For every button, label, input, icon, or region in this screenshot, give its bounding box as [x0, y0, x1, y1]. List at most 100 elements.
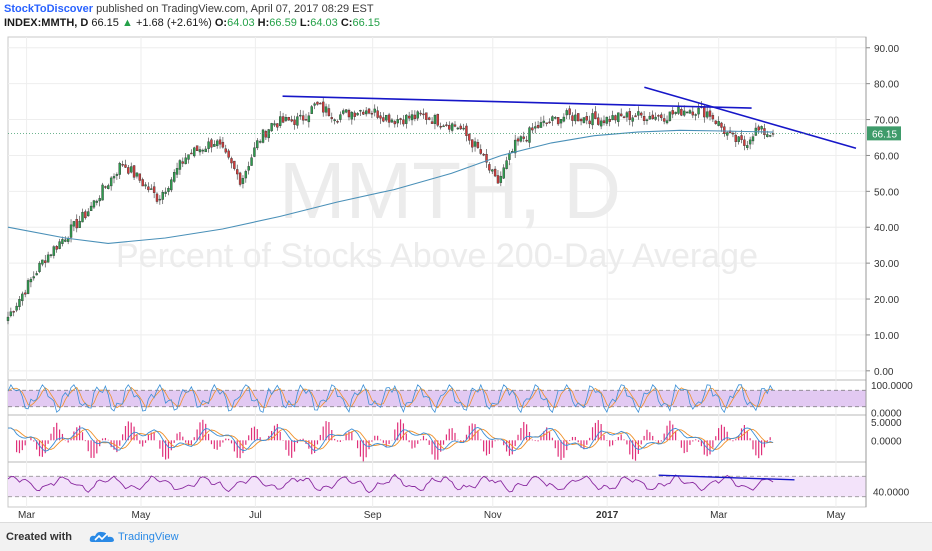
candle-body [195, 145, 199, 152]
candle-body [597, 117, 600, 125]
candle-body [26, 280, 30, 294]
candle-body [18, 299, 21, 308]
candle-body [64, 239, 67, 242]
candle-body [46, 254, 50, 263]
candle-body [172, 172, 176, 182]
last-price-label: 66.15 [872, 129, 897, 140]
candle-body [579, 118, 583, 122]
candle-body [668, 111, 672, 121]
candle-body [476, 142, 480, 148]
candle-body [536, 125, 540, 128]
candle-body [671, 110, 674, 115]
candle-body [373, 108, 376, 113]
macd-tick-label: 5.0000 [871, 418, 902, 429]
candle-body [221, 141, 225, 148]
candle-body [152, 186, 156, 193]
candle-body [201, 149, 205, 152]
candle-body [310, 106, 313, 114]
candle-body [89, 205, 93, 212]
candle-body [468, 133, 471, 141]
candle-body [6, 316, 10, 321]
candle-body [204, 148, 207, 153]
candle-body [422, 113, 425, 116]
tradingview-link[interactable]: TradingView [118, 531, 179, 543]
candle-body [370, 112, 374, 115]
candle-body [61, 239, 64, 244]
rsi-trendline [658, 474, 795, 481]
candle-body [164, 191, 167, 194]
candle-body [708, 110, 712, 117]
candle-body [393, 121, 397, 125]
candle-body [528, 127, 531, 143]
author-link[interactable]: StockToDiscover [4, 3, 94, 15]
candle-body [705, 111, 709, 118]
candle-body [571, 115, 574, 121]
candle-body [611, 115, 614, 121]
candle-body [628, 111, 631, 120]
candle-body [359, 109, 362, 112]
open-value: 64.03 [227, 17, 255, 29]
candle-body [470, 139, 474, 148]
candle-body [568, 108, 571, 115]
candle-body [230, 158, 233, 164]
candle-body [390, 119, 394, 123]
candle-body [660, 114, 663, 119]
candle-body [488, 164, 491, 171]
candle-body [41, 259, 44, 265]
candle-body [107, 185, 110, 189]
macd-signal-line [7, 427, 774, 450]
candle-body [588, 120, 591, 125]
candle-body [522, 136, 525, 139]
candle-body [448, 124, 451, 130]
candle-body [654, 116, 657, 120]
ma-200-line [7, 129, 774, 244]
candle-body [49, 254, 53, 256]
candle-body [711, 115, 715, 120]
candle-body [554, 117, 557, 119]
published-text: published on TradingView.com, April 07, … [96, 3, 374, 15]
candle-body [748, 139, 752, 145]
candle-body [29, 278, 33, 283]
candle-body [631, 117, 634, 122]
candle-body [577, 113, 580, 122]
candle-body [493, 168, 497, 177]
candle-body [405, 114, 408, 124]
x-tick-label: Jul [249, 510, 262, 521]
candle-body [760, 126, 763, 130]
y-tick-label: 90.00 [874, 44, 899, 55]
candle-body [336, 121, 339, 123]
stoch-band-fill [8, 390, 866, 407]
candle-body [121, 164, 124, 166]
candle-body [9, 311, 13, 317]
candle-body [445, 124, 448, 126]
chart-canvas[interactable]: MMTH, D Percent of Stocks Above 200-Day … [0, 0, 932, 522]
created-with-label: Created with [6, 531, 73, 543]
high-label: H: [257, 17, 270, 29]
candle-body [167, 187, 170, 192]
candle-body [410, 114, 414, 121]
candle-body [247, 166, 250, 171]
candle-body [694, 114, 697, 116]
candle-body [84, 211, 87, 219]
candle-body [602, 120, 606, 124]
candle-body [442, 125, 445, 128]
candle-body [379, 115, 382, 119]
candle-body [175, 168, 179, 175]
candle-body [276, 123, 279, 128]
candle-body [313, 103, 316, 106]
candle-body [691, 111, 695, 116]
high-value: 66.59 [269, 17, 297, 29]
candle-body [279, 116, 282, 126]
candle-body [565, 110, 568, 116]
low-value: 64.03 [310, 17, 338, 29]
candle-body [130, 166, 133, 173]
candle-body [213, 144, 216, 147]
candle-body [344, 109, 348, 113]
candle-body [224, 148, 227, 153]
candle-body [634, 115, 637, 118]
candle-body [155, 193, 159, 202]
y-tick-label: 80.00 [874, 80, 899, 91]
candle-body [430, 121, 434, 124]
candle-body [453, 124, 457, 127]
candle-body [516, 138, 520, 142]
